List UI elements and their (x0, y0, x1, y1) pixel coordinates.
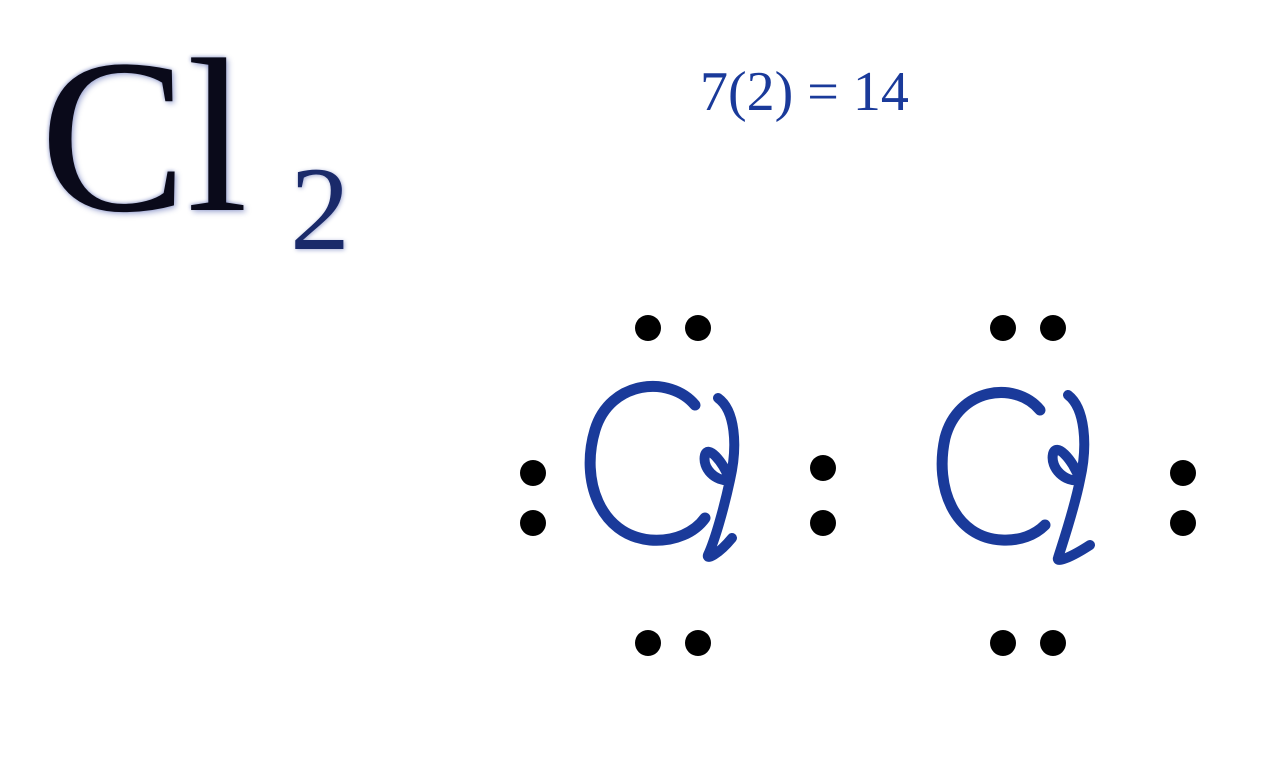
lewis-structure (480, 260, 1240, 700)
electron-dot (1040, 630, 1066, 656)
bonding-electron-dot (810, 510, 836, 536)
electron-dot (990, 630, 1016, 656)
electron-dot (520, 460, 546, 486)
electron-dot (1040, 315, 1066, 341)
electron-dot (685, 315, 711, 341)
electron-dot (1170, 460, 1196, 486)
atom-label-2 (910, 360, 1130, 580)
electron-dot (520, 510, 546, 536)
electron-dot (635, 630, 661, 656)
atom-label-1 (560, 360, 780, 580)
chemical-formula: Cl 2 (40, 10, 248, 263)
formula-subscript: 2 (290, 140, 350, 278)
electron-dot (685, 630, 711, 656)
element-symbol: Cl (40, 14, 248, 258)
electron-dot (1170, 510, 1196, 536)
bonding-electron-dot (810, 455, 836, 481)
electron-dot (635, 315, 661, 341)
electron-dot (990, 315, 1016, 341)
electron-calculation: 7(2) = 14 (700, 60, 909, 124)
